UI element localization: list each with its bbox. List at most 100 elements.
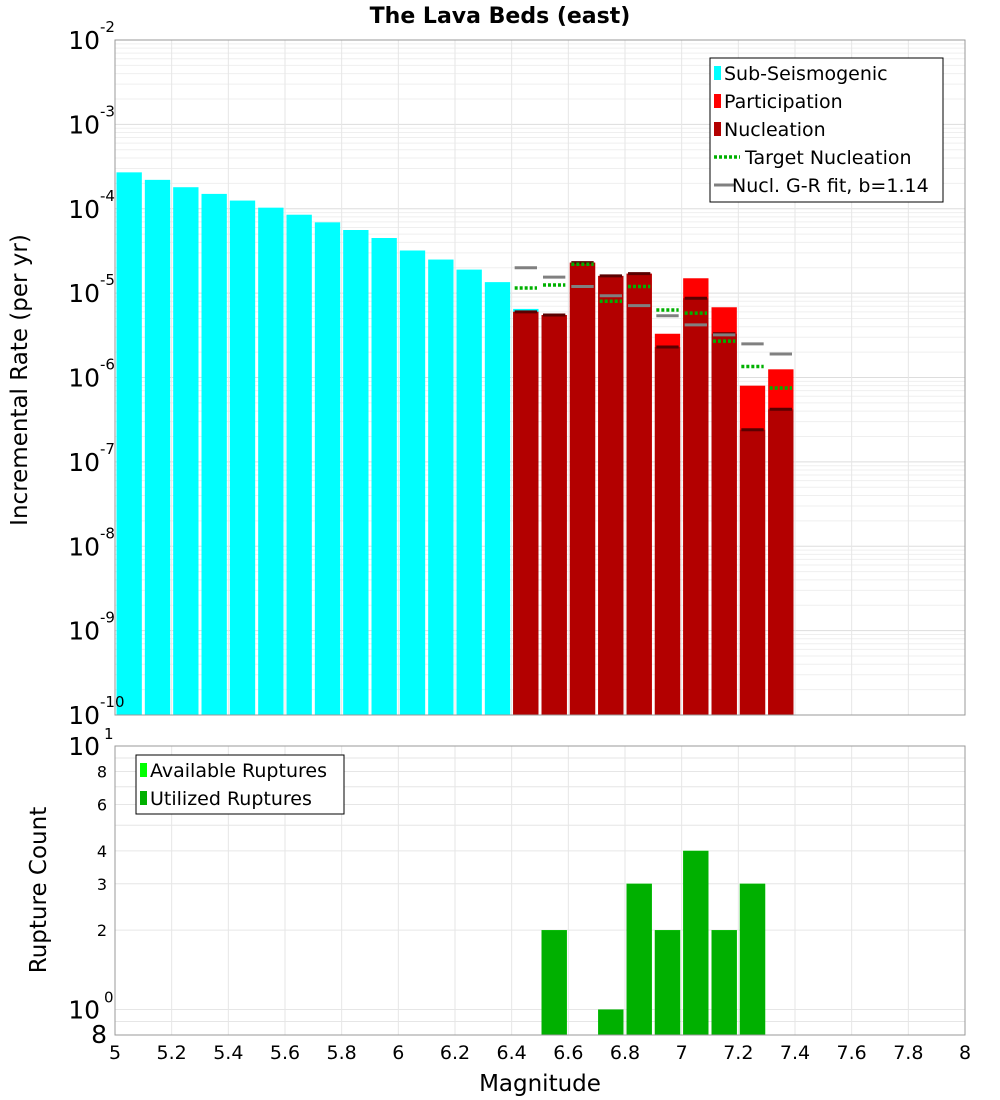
nucleation-bar [541,315,567,715]
nucleation-bar [768,409,794,715]
x-tick-label: 6.8 [610,1042,640,1064]
rate-y-tick-exponent: -8 [100,524,115,542]
sub-seismogenic-bar [286,214,312,716]
legend-swatch [140,763,147,777]
sub-seismogenic-bar [399,250,426,715]
utilized-ruptures-bar [683,850,709,1035]
rate-y-tick-label: 10 [68,364,100,393]
rate-y-tick-exponent: -7 [100,440,115,458]
nucleation-bar [513,311,539,715]
legend-swatch [714,94,721,108]
rate-y-tick-label: 10 [68,279,100,308]
legend-swatch [714,122,721,136]
count-y-minor-tick-label: 4 [97,842,107,861]
x-tick-label: 7.6 [837,1042,867,1064]
rate-y-tick-label: 10 [68,617,100,646]
rate-plot-border [114,39,966,716]
legend-label: Participation [724,91,843,113]
rate-target-lines [514,261,792,432]
nucleation-bar [654,346,681,715]
sub-seismogenic-bar [343,229,369,715]
count-y-tick-exponent: 0 [104,988,114,1006]
nucleation-bar [569,262,596,715]
utilized-ruptures-bar [598,1009,624,1035]
x-tick-label: 6 [392,1042,404,1064]
rate-y-tick-label: 10 [68,448,100,477]
rate-legend-box [709,57,944,203]
sub-seismogenic-bar [456,269,482,715]
legend-label: Nucl. G-R fit, b=1.14 [732,175,929,197]
x-tick-label: 6.4 [497,1042,527,1064]
x-tick-label: 5.2 [157,1042,187,1064]
sub-seismogenic-bar [173,187,199,716]
count-y-tick-label: 10 [68,732,100,761]
legend-label: Utilized Ruptures [150,788,312,810]
sub-seismogenic-bar [116,172,142,715]
utilized-ruptures-bar [739,883,766,1035]
rate-y-tick-exponent: -4 [100,187,115,205]
sub-seismogenic-bar [201,193,227,715]
chart-title: The Lava Beds (east) [370,4,631,29]
x-tick-label: 7 [676,1042,688,1064]
x-tick-label: 7.4 [780,1042,810,1064]
count-y-tick-exponent: 1 [104,725,114,743]
utilized-ruptures-bar [541,930,567,1035]
x-tick-label: 6.6 [553,1042,583,1064]
count-y-tick-label: 10 [68,995,100,1024]
rate-y-tick-exponent: -9 [100,609,115,627]
utilized-ruptures-bar [711,930,737,1035]
nucleation-bar [598,275,624,715]
count-y-axis-label: Rupture Count [26,807,52,973]
legend-swatch [714,66,721,80]
x-tick-label: 5 [109,1042,121,1064]
rate-y-tick-exponent: -6 [100,356,115,374]
sub-seismogenic-bar [484,282,511,715]
legend-label: Available Ruptures [150,760,327,782]
sub-seismogenic-bar [258,207,284,715]
rate-y-axis-label: Incremental Rate (per yr) [7,234,33,526]
nucleation-bar [739,429,766,715]
x-tick-label: 8 [959,1042,971,1064]
nucleation-bar [626,273,652,715]
rate-y-tick-label: 10 [68,701,100,730]
count-y-minor-tick-label: 8 [91,1020,107,1049]
x-tick-label: 5.4 [213,1042,243,1064]
magnitude-x-ticks: 5 5.2 5.4 5.6 5.8 6 6.2 6.4 6.6 6.8 7 7.2 7.4 7.6 7.8 8 [109,1042,971,1064]
rate-y-tick-label: 10 [68,532,100,561]
nucleation-bar [683,298,709,715]
count-y-minor-tick-label: 6 [97,795,107,814]
sub-seismogenic-bar [428,259,454,715]
x-tick-label: 7.8 [893,1042,923,1064]
utilized-ruptures-bar [654,930,681,1035]
x-tick-label: 6.2 [440,1042,470,1064]
x-axis-label: Magnitude [479,1071,601,1097]
x-tick-label: 7.2 [723,1042,753,1064]
rate-y-tick-label: 10 [68,26,100,55]
legend-swatch [140,791,147,805]
count-bars [541,850,766,1035]
count-plot-border [114,745,966,1036]
count-y-minor-tick-label: 3 [97,875,107,894]
rate-y-tick-exponent: -10 [100,693,125,711]
utilized-ruptures-bar [626,883,652,1035]
legend-label: Sub-Seismogenic [724,63,888,85]
legend-label: Target Nucleation [744,147,912,169]
rate-legend: Sub-Seismogenic Participation Nucleation Ta… [709,57,944,203]
sub-seismogenic-bar [314,222,341,715]
rate-y-tick-exponent: -5 [100,271,115,289]
count-y-minor-tick-label: 8 [97,763,107,782]
nucleation-bar [711,333,737,715]
sub-seismogenic-bar [229,200,256,715]
count-y-minor-tick-label: 2 [97,921,107,940]
rate-y-tick-label: 10 [68,110,100,139]
x-tick-label: 5.8 [327,1042,357,1064]
count-legend-box [135,754,345,815]
rate-y-tick-exponent: -2 [100,18,115,36]
x-tick-label: 5.6 [270,1042,300,1064]
rate-y-tick-exponent: -3 [100,102,115,120]
sub-seismogenic-bar [144,179,171,715]
